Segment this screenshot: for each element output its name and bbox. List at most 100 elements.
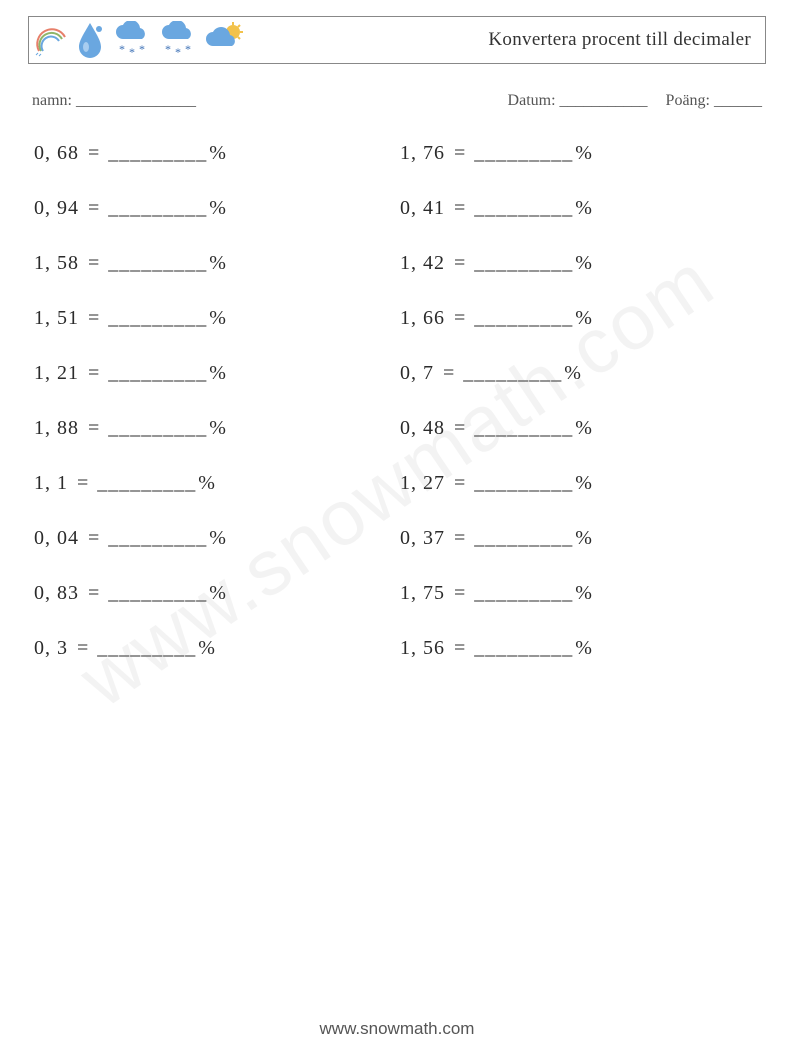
problem-row: 1, 75 = _________% xyxy=(400,582,766,605)
answer-blank[interactable]: _________ xyxy=(474,582,573,604)
answer-blank[interactable]: _________ xyxy=(474,197,573,219)
equals-sign: = xyxy=(68,637,97,659)
equals-sign: = xyxy=(79,527,108,549)
answer-blank[interactable]: _________ xyxy=(474,417,573,439)
problem-value: 1, 56 xyxy=(400,637,445,659)
svg-text:*: * xyxy=(175,45,181,59)
answer-blank[interactable]: _________ xyxy=(108,197,207,219)
equals-sign: = xyxy=(445,637,474,659)
percent-sign: % xyxy=(207,197,226,219)
percent-sign: % xyxy=(573,142,592,164)
problem-row: 0, 7 = _________% xyxy=(400,362,766,385)
problem-value: 1, 1 xyxy=(34,472,68,494)
rainbow-icon xyxy=(35,23,69,57)
answer-blank[interactable]: _________ xyxy=(97,637,196,659)
answer-blank[interactable]: _________ xyxy=(108,252,207,274)
problem-value: 1, 76 xyxy=(400,142,445,164)
percent-sign: % xyxy=(207,417,226,439)
equals-sign: = xyxy=(445,527,474,549)
problems-column-right: 1, 76 = _________%0, 41 = _________%1, 4… xyxy=(400,142,766,660)
answer-blank[interactable]: _________ xyxy=(474,527,573,549)
problem-value: 0, 41 xyxy=(400,197,445,219)
percent-sign: % xyxy=(196,637,215,659)
problem-value: 1, 51 xyxy=(34,307,79,329)
percent-sign: % xyxy=(196,472,215,494)
percent-sign: % xyxy=(573,472,592,494)
problem-row: 1, 51 = _________% xyxy=(34,307,400,330)
problem-row: 0, 48 = _________% xyxy=(400,417,766,440)
date-field: Datum: ___________ xyxy=(508,92,648,110)
percent-sign: % xyxy=(207,362,226,384)
equals-sign: = xyxy=(79,197,108,219)
answer-blank[interactable]: _________ xyxy=(474,307,573,329)
answer-blank[interactable]: _________ xyxy=(108,142,207,164)
percent-sign: % xyxy=(562,362,581,384)
problem-row: 1, 1 = _________% xyxy=(34,472,400,495)
percent-sign: % xyxy=(573,197,592,219)
answer-blank[interactable]: _________ xyxy=(108,362,207,384)
equals-sign: = xyxy=(79,582,108,604)
problem-value: 0, 7 xyxy=(400,362,434,384)
percent-sign: % xyxy=(573,637,592,659)
problem-row: 1, 66 = _________% xyxy=(400,307,766,330)
problem-row: 0, 41 = _________% xyxy=(400,197,766,220)
problem-value: 0, 48 xyxy=(400,417,445,439)
name-blank[interactable]: _______________ xyxy=(76,92,196,109)
svg-text:*: * xyxy=(129,45,135,59)
percent-sign: % xyxy=(207,527,226,549)
problem-value: 0, 94 xyxy=(34,197,79,219)
answer-blank[interactable]: _________ xyxy=(108,527,207,549)
equals-sign: = xyxy=(79,142,108,164)
worksheet-page: www.snowmath.com * * * xyxy=(0,0,794,1053)
equals-sign: = xyxy=(445,252,474,274)
problem-value: 1, 75 xyxy=(400,582,445,604)
problem-value: 0, 37 xyxy=(400,527,445,549)
equals-sign: = xyxy=(445,197,474,219)
answer-blank[interactable]: _________ xyxy=(108,582,207,604)
answer-blank[interactable]: _________ xyxy=(97,472,196,494)
equals-sign: = xyxy=(434,362,463,384)
equals-sign: = xyxy=(445,582,474,604)
problem-row: 0, 37 = _________% xyxy=(400,527,766,550)
percent-sign: % xyxy=(573,417,592,439)
problem-row: 1, 56 = _________% xyxy=(400,637,766,660)
equals-sign: = xyxy=(445,472,474,494)
problem-row: 0, 94 = _________% xyxy=(34,197,400,220)
footer-link: www.snowmath.com xyxy=(0,1019,794,1039)
percent-sign: % xyxy=(573,527,592,549)
answer-blank[interactable]: _________ xyxy=(474,142,573,164)
problem-value: 1, 66 xyxy=(400,307,445,329)
problem-row: 1, 27 = _________% xyxy=(400,472,766,495)
answer-blank[interactable]: _________ xyxy=(474,637,573,659)
problem-row: 0, 68 = _________% xyxy=(34,142,400,165)
equals-sign: = xyxy=(68,472,97,494)
svg-text:*: * xyxy=(139,42,145,56)
snow-cloud-icon: * * * xyxy=(111,21,151,59)
problem-value: 0, 68 xyxy=(34,142,79,164)
score-blank[interactable]: ______ xyxy=(714,92,762,109)
svg-text:*: * xyxy=(185,42,191,56)
equals-sign: = xyxy=(445,307,474,329)
problem-row: 1, 58 = _________% xyxy=(34,252,400,275)
percent-sign: % xyxy=(573,252,592,274)
percent-sign: % xyxy=(207,252,226,274)
problem-row: 1, 76 = _________% xyxy=(400,142,766,165)
answer-blank[interactable]: _________ xyxy=(474,252,573,274)
header-icon-strip: * * * * * * xyxy=(35,21,245,59)
percent-sign: % xyxy=(573,307,592,329)
problems-grid: 0, 68 = _________%0, 94 = _________%1, 5… xyxy=(34,142,766,660)
percent-sign: % xyxy=(207,142,226,164)
problem-row: 0, 83 = _________% xyxy=(34,582,400,605)
answer-blank[interactable]: _________ xyxy=(474,472,573,494)
equals-sign: = xyxy=(79,252,108,274)
equals-sign: = xyxy=(445,142,474,164)
date-blank[interactable]: ___________ xyxy=(560,92,648,109)
answer-blank[interactable]: _________ xyxy=(108,417,207,439)
answer-blank[interactable]: _________ xyxy=(463,362,562,384)
answer-blank[interactable]: _________ xyxy=(108,307,207,329)
equals-sign: = xyxy=(79,362,108,384)
problem-row: 0, 04 = _________% xyxy=(34,527,400,550)
problem-value: 0, 83 xyxy=(34,582,79,604)
meta-row: namn: _______________ Datum: ___________… xyxy=(32,92,762,110)
problem-value: 1, 21 xyxy=(34,362,79,384)
